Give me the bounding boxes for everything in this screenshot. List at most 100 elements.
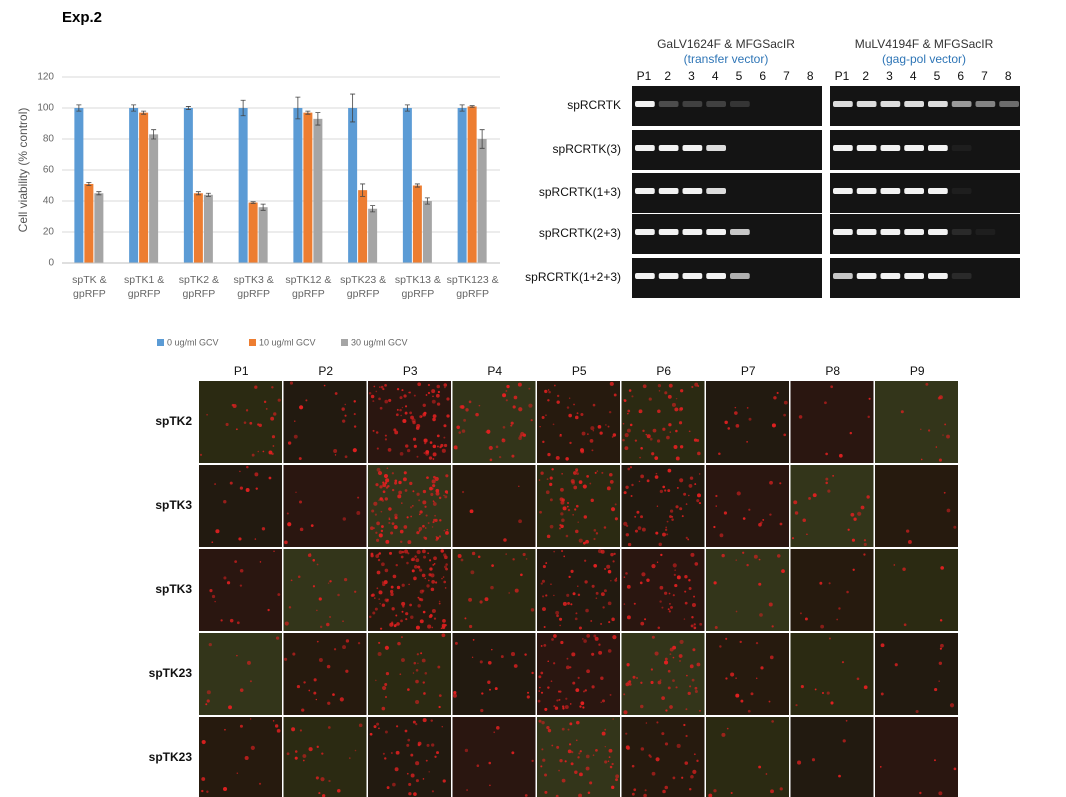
cell (254, 538, 257, 540)
cell (419, 510, 423, 514)
cell (505, 553, 507, 555)
cell (783, 433, 787, 437)
micro-image (875, 381, 958, 463)
cell (584, 580, 588, 584)
gel-band (658, 145, 679, 151)
cell (574, 508, 577, 511)
micro-image (621, 381, 705, 463)
cell (376, 467, 381, 472)
cell (577, 756, 580, 759)
cell (575, 504, 579, 508)
cell (410, 415, 414, 420)
cell (382, 481, 385, 484)
cell (627, 542, 632, 547)
cell (582, 484, 587, 489)
cell (601, 731, 606, 736)
cell (379, 485, 383, 489)
cell (558, 769, 560, 772)
cell (566, 501, 570, 505)
cell (666, 520, 669, 523)
cell (642, 384, 647, 389)
bar (193, 193, 203, 263)
cell (458, 431, 462, 434)
cell (559, 523, 562, 527)
x-tick-label: spTK2 & gpRFP (178, 274, 220, 300)
cell (406, 516, 409, 519)
cell (412, 720, 416, 724)
cell (422, 610, 426, 614)
cell (385, 599, 389, 603)
cell (850, 512, 855, 517)
cell (694, 690, 698, 694)
bar (94, 193, 104, 263)
cell (671, 518, 674, 521)
cell (393, 428, 397, 432)
cell (576, 472, 579, 476)
cell (542, 565, 546, 569)
cell (551, 468, 554, 471)
cell (697, 385, 700, 387)
cell (658, 542, 662, 547)
cell (386, 786, 390, 790)
cell (342, 645, 346, 650)
error-bar (250, 201, 256, 204)
cell (564, 760, 567, 763)
cell (441, 633, 446, 638)
cell (667, 489, 671, 492)
cell (245, 409, 249, 412)
cell (676, 486, 679, 489)
cell (431, 790, 434, 793)
cell (694, 562, 699, 566)
gel-row-label: spRCRTK(1+2+3) (525, 270, 621, 284)
cell (849, 431, 853, 435)
cell (379, 406, 383, 410)
cell (651, 635, 655, 639)
error-bar (424, 197, 430, 205)
cell (463, 418, 467, 422)
cell (542, 758, 546, 762)
cell (465, 408, 469, 412)
gel-band (928, 101, 948, 107)
cell (559, 624, 561, 627)
cell (357, 642, 361, 645)
cell (396, 585, 401, 590)
cell (693, 623, 696, 626)
cell (608, 410, 612, 414)
cell (572, 514, 574, 516)
cell (303, 681, 306, 684)
cell (265, 408, 268, 410)
gel-band (658, 101, 679, 107)
cell (798, 415, 803, 419)
cell (438, 535, 442, 538)
cell (940, 643, 944, 648)
cell (315, 698, 318, 701)
cell (570, 603, 573, 606)
cell (656, 505, 659, 508)
cell (427, 579, 430, 582)
cell (608, 748, 613, 753)
cell (432, 452, 437, 457)
cell (625, 485, 629, 489)
cell (825, 477, 829, 481)
cell (384, 383, 387, 387)
cell (639, 581, 643, 585)
cell (771, 423, 776, 428)
cell (421, 589, 425, 593)
cell (638, 409, 643, 414)
cell (546, 725, 550, 730)
cell (625, 732, 628, 735)
cell (561, 778, 566, 783)
cell (423, 411, 427, 415)
cell (656, 721, 659, 724)
cell (489, 784, 491, 787)
cell (299, 405, 304, 410)
cell (531, 671, 534, 675)
cell (684, 590, 687, 593)
cell (548, 390, 551, 394)
cell (609, 693, 612, 696)
micro-image (875, 465, 958, 547)
cell (628, 680, 632, 683)
cell (391, 522, 395, 526)
cell (407, 552, 410, 555)
micro-image (368, 549, 451, 631)
